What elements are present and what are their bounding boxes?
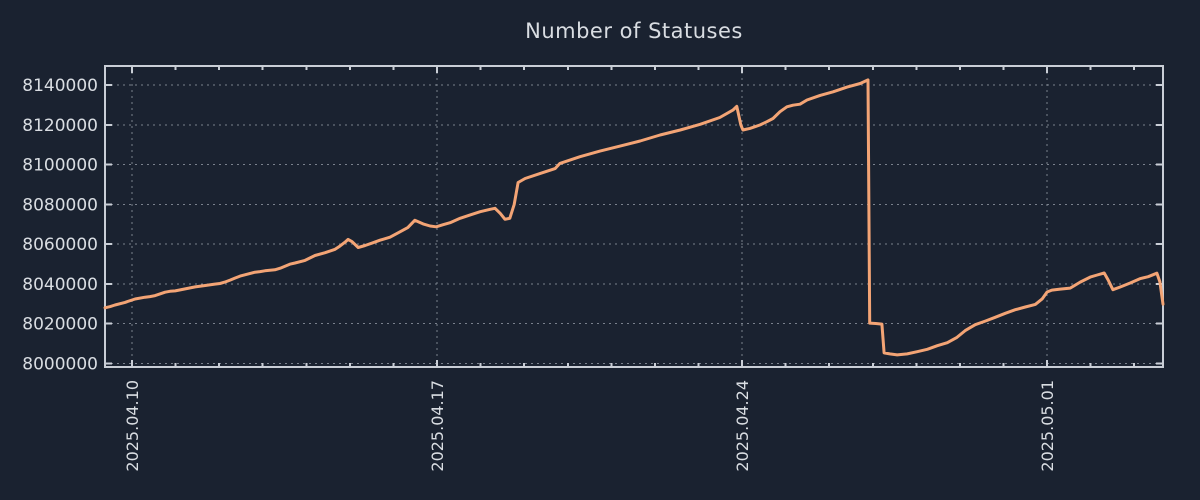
x-tick-label: 2025.05.01 [1038, 380, 1057, 472]
y-tick-label: 8000000 [22, 354, 98, 374]
plot-border [104, 65, 1164, 368]
series-line [103, 78, 1165, 357]
y-tick-label: 8100000 [22, 156, 98, 176]
grid-layer [105, 66, 1163, 367]
axis-layer [104, 65, 1164, 368]
series-layer [103, 78, 1165, 357]
x-tick-label: 2025.04.10 [123, 380, 142, 472]
y-tick-label: 8120000 [22, 116, 98, 136]
label-layer: 8000000 8020000 8040000 8060000 8080000 81000… [22, 76, 1057, 472]
y-tick-label: 8020000 [22, 315, 98, 335]
x-tick-label: 2025.04.17 [428, 380, 447, 472]
x-tick-label: 2025.04.24 [733, 380, 752, 472]
chart-title: Number of Statuses [525, 19, 743, 43]
y-tick-label: 8060000 [22, 235, 98, 255]
y-tick-label: 8080000 [22, 195, 98, 215]
y-tick-label: 8140000 [22, 76, 98, 96]
y-tick-label: 8040000 [22, 275, 98, 295]
